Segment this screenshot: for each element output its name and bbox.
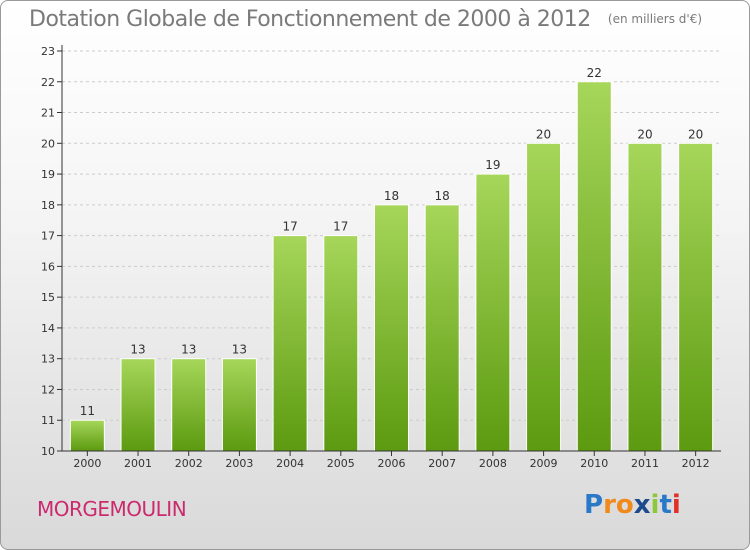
- y-tick-label: 18: [41, 199, 55, 212]
- data-label: 18: [384, 189, 399, 203]
- chart-title-block: Dotation Globale de Fonctionnement de 20…: [29, 7, 702, 32]
- y-tick-label: 10: [41, 445, 55, 458]
- x-tick-label: 2003: [225, 457, 253, 470]
- bar: [374, 204, 409, 452]
- data-label: 20: [536, 127, 551, 141]
- town-name: MORGEMOULIN: [37, 497, 187, 521]
- bar: [424, 204, 460, 452]
- x-tick-label: 2000: [73, 457, 101, 470]
- bar: [272, 235, 308, 452]
- x-tick-label: 2004: [276, 457, 304, 470]
- logo-letter: P: [584, 490, 604, 520]
- y-tick-label: 21: [41, 107, 55, 120]
- y-tick-label: 15: [41, 291, 55, 304]
- bar: [526, 142, 562, 452]
- x-tick-label: 2005: [327, 457, 355, 470]
- y-tick-label: 12: [41, 383, 55, 396]
- logo-letter: r: [603, 490, 616, 520]
- data-label: 13: [232, 343, 247, 357]
- x-tick-label: 2011: [631, 457, 659, 470]
- data-label: 17: [333, 220, 348, 234]
- bar: [678, 142, 714, 452]
- x-tick-label: 2002: [175, 457, 203, 470]
- y-tick-label: 13: [41, 353, 55, 366]
- data-label: 19: [485, 158, 500, 172]
- data-label: 13: [181, 343, 196, 357]
- data-label: 20: [637, 127, 652, 141]
- data-label: 22: [587, 66, 602, 80]
- y-tick-label: 14: [41, 322, 55, 335]
- bar: [576, 81, 612, 452]
- x-tick-label: 2008: [479, 457, 507, 470]
- x-tick-label: 2012: [682, 457, 710, 470]
- bar: [323, 235, 359, 452]
- x-tick-label: 2009: [530, 457, 558, 470]
- data-label: 17: [282, 220, 297, 234]
- chart-unit: (en milliers d'€): [607, 12, 703, 26]
- y-tick-label: 22: [41, 76, 55, 89]
- x-tick-label: 2001: [124, 457, 152, 470]
- logo-letter: i: [650, 490, 660, 520]
- data-label: 20: [688, 127, 703, 141]
- logo-letter: o: [615, 490, 634, 520]
- bar: [475, 173, 511, 452]
- bar: [120, 358, 156, 452]
- x-tick-label: 2007: [428, 457, 456, 470]
- bar: [221, 358, 257, 452]
- logo-letter: i: [671, 490, 681, 520]
- x-tick-label: 2010: [580, 457, 608, 470]
- data-label: 18: [435, 189, 450, 203]
- chart-title: Dotation Globale de Fonctionnement de 20…: [29, 7, 591, 32]
- data-label: 11: [80, 404, 95, 418]
- x-tick-label: 2006: [378, 457, 406, 470]
- y-tick-label: 17: [41, 230, 55, 243]
- proxiti-logo: Proxiti: [584, 490, 681, 520]
- y-tick-label: 19: [41, 168, 55, 181]
- y-tick-label: 11: [41, 414, 55, 427]
- bar: [69, 419, 105, 452]
- data-label: 13: [130, 343, 145, 357]
- logo-letter: t: [659, 490, 672, 520]
- y-tick-label: 20: [41, 137, 55, 150]
- y-tick-label: 16: [41, 260, 55, 273]
- y-tick-label: 23: [41, 45, 55, 58]
- bar: [627, 142, 663, 452]
- logo-letter: x: [633, 490, 651, 520]
- bar: [171, 358, 207, 452]
